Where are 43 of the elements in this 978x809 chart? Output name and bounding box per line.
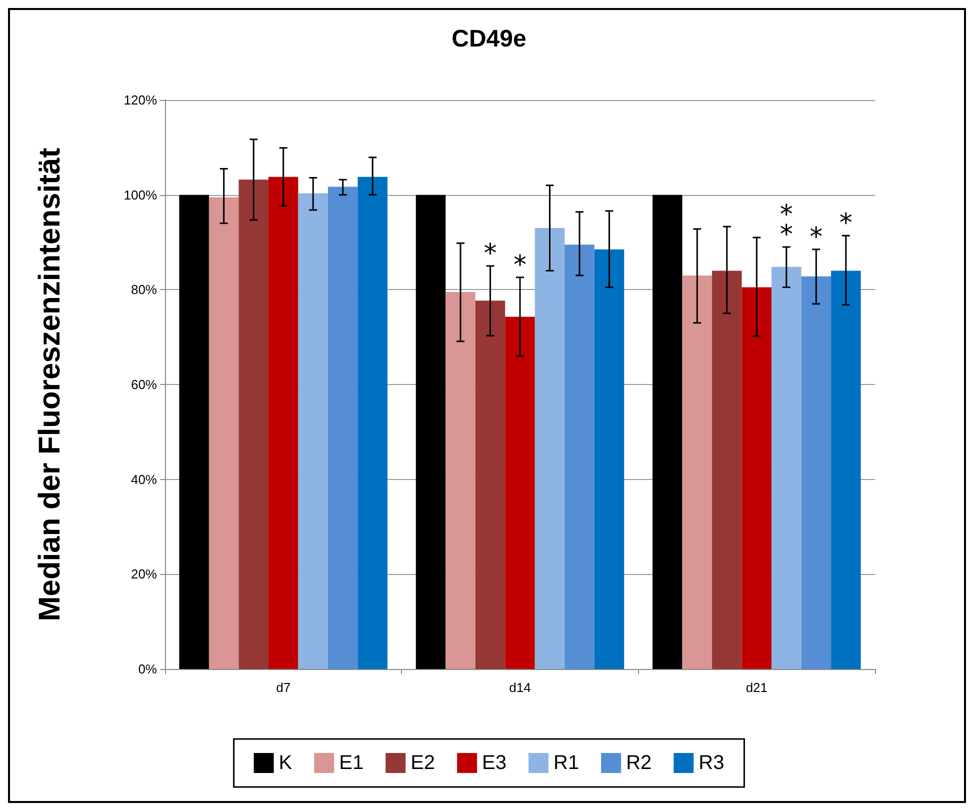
legend-label: K (278, 752, 293, 774)
bar (712, 270, 742, 669)
y-tick-label: 60% (130, 377, 158, 392)
bar (831, 270, 861, 669)
legend-label: R1 (554, 752, 580, 774)
bar (446, 292, 476, 669)
bar (475, 300, 506, 669)
x-tick-label: d21 (746, 680, 768, 695)
legend-label: R2 (626, 752, 652, 774)
bar (208, 197, 239, 669)
bar (358, 176, 388, 669)
bar (238, 180, 268, 669)
bar (416, 194, 446, 669)
y-tick-label: 100% (124, 187, 158, 202)
bar (534, 228, 565, 669)
bar (505, 316, 535, 669)
legend-label: R3 (698, 752, 724, 774)
bar (298, 193, 328, 669)
bar (594, 249, 624, 669)
data-label: * (484, 238, 497, 269)
bar (652, 194, 682, 669)
y-axis-title: Median der Fluoreszenzintensität (34, 148, 66, 622)
chart-title: CD49e (452, 26, 526, 52)
bar (742, 287, 772, 669)
y-tick-label: 80% (130, 282, 158, 298)
legend-label: E3 (482, 752, 507, 774)
y-tick-label: 40% (130, 472, 158, 487)
bar (179, 194, 209, 669)
y-tick-label: 0% (138, 662, 158, 676)
bar (682, 275, 712, 669)
bar (268, 176, 298, 669)
bar (328, 186, 358, 669)
bar (801, 276, 832, 669)
y-tick-label: 120% (124, 92, 158, 108)
data-label: * (514, 250, 526, 280)
legend-label: E1 (339, 752, 364, 774)
x-tick-label: d14 (509, 680, 531, 695)
y-tick-label: 20% (130, 566, 158, 582)
legend-label: E2 (410, 752, 436, 774)
data-label: * (839, 208, 852, 239)
bar (772, 266, 802, 669)
bar (564, 244, 594, 669)
x-tick-label: d7 (276, 680, 291, 695)
